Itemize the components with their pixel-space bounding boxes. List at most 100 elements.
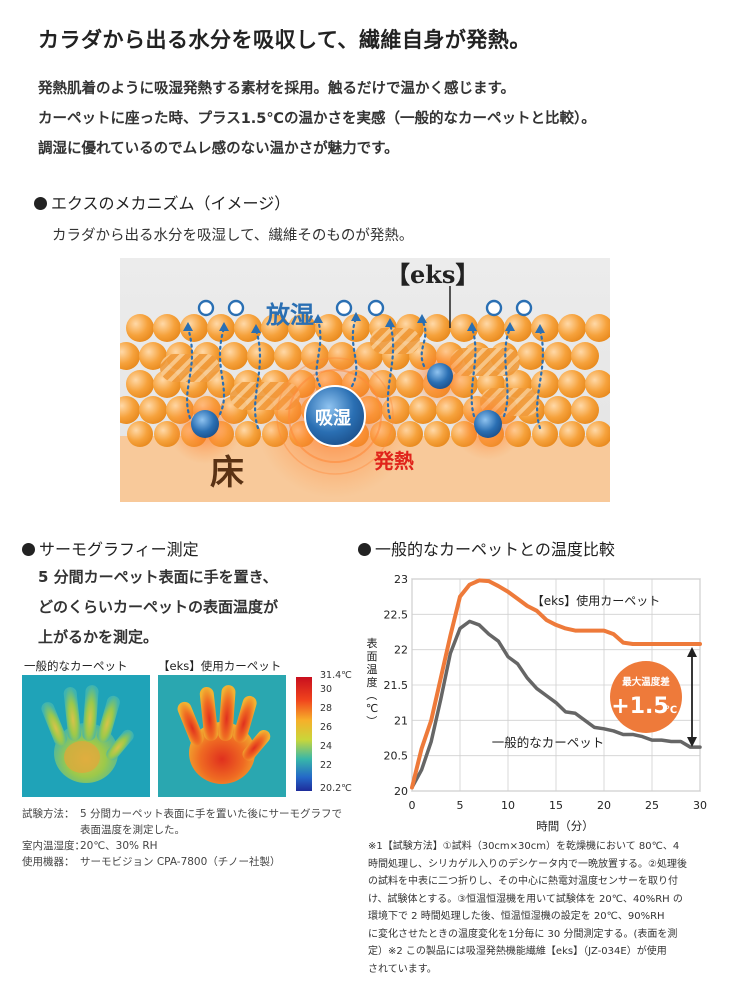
x-ticks: 0 5 10 15 20 25 30 [409,799,708,812]
mechanism-diagram: 【eks】 放湿 吸湿 床 発熱 [120,258,610,502]
x-tick-label: 15 [549,799,563,812]
headline: カラダから出る水分を吸収して、繊維自身が発熱。 [38,28,531,52]
fiber-ball [517,342,545,370]
colorbar-tick: 30 [320,684,333,695]
note-line: されています。 [368,963,437,975]
badge-value: +1.5 [611,694,668,719]
note-line: の試料を中表に二つ折りし、その中心に熱電対温度センサーを取り付 [368,876,678,887]
note-line: 定）※2 この製品には吸湿発熱機能繊維【eks】（JZ-034E）が使用 [368,946,667,957]
eks-logo: 【eks】 [386,260,479,289]
mechanism-title-text: エクスのメカニズム（イメージ） [51,194,291,213]
fiber-ball [139,396,167,424]
thermo-label-left: 一般的なカーペット [24,659,128,673]
x-axis-label: 時間（分） [536,819,594,833]
colorbar-tick: 26 [320,722,333,733]
x-tick-label: 10 [501,799,515,812]
meta-row: 使用機器： サーモビジョン CPA-7800（チノー社製） [22,854,342,870]
x-tick-label: 0 [409,799,416,812]
note-line: に変化させたときの温度変化を1分毎に 30 分間測定する。(表面を測 [368,928,678,940]
meta-key: 使用機器： [22,856,75,868]
colorbar-tick: 31.4℃ [320,670,352,681]
fiber-ball [424,421,450,447]
colorbar-tick: 22 [320,760,333,771]
moisture-ball [474,410,502,438]
fiber-ball [120,396,140,424]
fiber-ball [315,314,343,342]
absorb-label: 吸湿 [315,408,351,429]
meta-row: 表面温度を測定した。 [22,822,342,838]
note-line: 時間処理し、シリカゲル入りのデシケータ内で一晩放置する。②処理後 [368,858,687,870]
meta-row: 室内温湿度： 20℃、30% RH [22,838,342,854]
x-tick-label: 30 [693,799,707,812]
x-tick-label: 25 [645,799,659,812]
thermography-title-text: サーモグラフィー測定 [39,540,199,559]
chart-grid [411,578,701,792]
floor-label: 床 [210,453,244,493]
fiber-ball [153,314,181,342]
fiber-ball [180,314,208,342]
intro-line: 発熱肌着のように吸湿発熱する素材を採用。触るだけで温かく感じます。 [38,81,516,97]
y-tick-label: 21 [394,714,408,727]
badge-unit: ℃ [665,705,677,716]
fiber-ball [288,314,316,342]
fiber-ball [139,342,167,370]
heat-label: 発熱 [373,449,414,473]
note-line: ※1【試験方法】①試料（30cm×30cm）を乾燥機において 80℃、4 [368,841,680,852]
fiber-ball [585,314,610,342]
badge-caption: 最大温度差 [622,676,670,688]
fiber-ball [127,421,153,447]
mechanism-title: エクスのメカニズム（イメージ） [34,190,290,214]
desc-line: どのくらいカーペットの表面温度が [38,598,279,616]
test-meta: 試験方法： 5 分間カーペット表面に手を置いた後にサーモグラフで 表面温度を測定し… [22,806,342,870]
fiber-ball [342,314,370,342]
comparison-title-text: 一般的なカーペットとの温度比較 [375,540,615,559]
fiber-ball [126,370,154,398]
bullet-icon [22,543,35,556]
y-tick-label: 20.5 [384,750,409,763]
mechanism-subtitle: カラダから出る水分を吸湿して、繊維そのものが発熱。 [52,228,414,244]
desc-line: 5 分間カーペット表面に手を置き、 [38,568,278,586]
y-ticks: 20 20.5 21 21.5 22 22.5 23 [384,573,409,798]
thermo-label-right: 【eks】使用カーペット [158,659,282,673]
fiber-ball [126,314,154,342]
max-diff-badge [610,661,682,733]
y-label-char: ） [365,716,378,727]
x-tick-label: 20 [597,799,611,812]
fiber-ball [234,314,262,342]
absorb-ball [304,385,366,447]
series-lines [410,578,702,790]
intro-line: カーペットに座った時、プラス1.5℃の温かさを実感（一般的なカーペットと比較）。 [38,111,596,127]
thermo-image-eks [158,675,286,797]
meta-key: 試験方法： [22,808,75,820]
fiber-ball [558,314,586,342]
fiber-ball [571,396,599,424]
note-line: け、試験体とする。③恒温恒湿機を用いて試験体を 20℃、40%RH の [368,893,683,905]
fiber-ball [450,314,478,342]
fiber-ball [531,314,559,342]
fiber-ball [261,314,289,342]
y-label-char: 表 [367,636,378,650]
colorbar-tick: 20.2℃ [320,783,352,794]
y-label-char: （ [365,690,378,701]
meta-row: 試験方法： 5 分間カーペット表面に手を置いた後にサーモグラフで [22,806,342,822]
test-method-notes: ※1【試験方法】①試料（30cm×30cm）を乾燥機において 80℃、4 時間処… [368,838,718,978]
desc-line: 上がるかを測定。 [38,628,159,646]
fiber-ball [571,342,599,370]
colorbar-tick: 24 [320,741,333,752]
bullet-icon [34,197,47,210]
fiber-ball [585,370,610,398]
fiber-ball [544,396,572,424]
fiber-ball [559,421,585,447]
note-line: 環境下で 2 時間処理した後、恒温恒湿機の設定を 20℃、90%RH [368,911,665,922]
meta-value: 表面温度を測定した。 [80,824,185,836]
y-label-char: 面 [367,650,378,663]
fiber-ball [477,314,505,342]
bullet-icon [358,543,371,556]
y-tick-label: 20 [394,785,408,798]
y-label-char: ℃ [366,702,378,715]
y-tick-label: 22 [394,644,408,657]
x-tick-label: 5 [457,799,464,812]
meta-key: 室内温湿度： [22,840,85,852]
fiber-ball [532,421,558,447]
